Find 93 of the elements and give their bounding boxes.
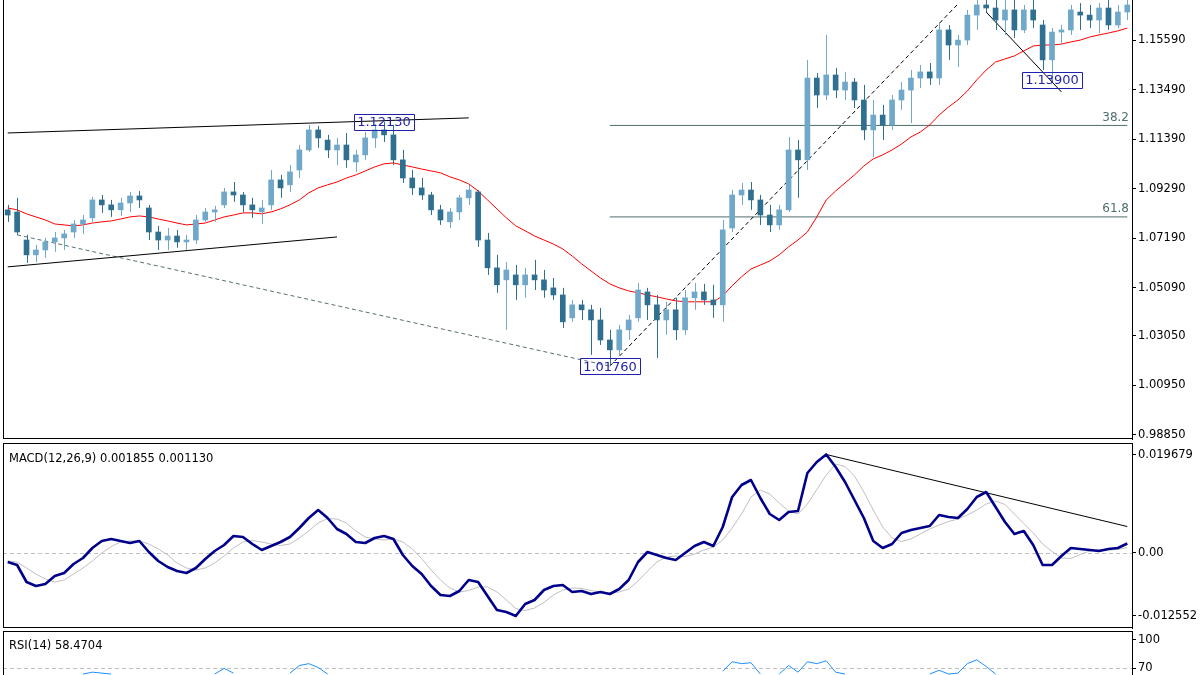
candlestick — [202, 207, 209, 223]
candlestick — [249, 197, 256, 219]
candlestick — [559, 287, 566, 329]
candlestick — [334, 137, 340, 166]
candlestick — [672, 297, 679, 341]
y-tick-label: 0.00 — [1138, 544, 1164, 559]
candlestick — [352, 149, 359, 173]
candlestick — [1068, 4, 1074, 36]
candlestick — [268, 169, 274, 211]
text: RSI(14) 58.4704 — [9, 638, 103, 652]
y-tick-label: -0.012552 — [1138, 607, 1198, 622]
candlestick — [4, 204, 11, 223]
candlestick — [973, 0, 980, 31]
y-tick-label: 1.07190 — [1138, 230, 1186, 245]
candlestick — [400, 149, 406, 184]
y-tick-label: 1.03050 — [1138, 327, 1186, 342]
y-tick-label: 0.98850 — [1138, 426, 1186, 441]
candlestick — [1030, 0, 1037, 29]
candlestick — [926, 62, 933, 86]
candlestick — [870, 99, 877, 158]
candlestick — [127, 191, 133, 213]
candlestick — [541, 269, 547, 299]
candlestick — [512, 264, 519, 301]
y-tick-label: 1.05090 — [1138, 279, 1186, 294]
candlestick — [569, 299, 576, 323]
candlestick — [748, 181, 754, 211]
candlestick — [1124, 0, 1131, 21]
candlestick — [456, 194, 463, 221]
y-tick-label: 1.15590 — [1138, 32, 1186, 47]
candlestick — [889, 94, 895, 131]
candlestick — [315, 125, 322, 149]
series-label: 61.8 — [1102, 201, 1129, 216]
y-tick-label: 100 — [1138, 631, 1160, 646]
candlestick — [795, 139, 801, 199]
candlestick — [362, 131, 369, 161]
y-tick-label: 1.09290 — [1138, 180, 1186, 195]
candlestick — [1115, 4, 1121, 29]
y-tick-label: 1.11390 — [1138, 131, 1186, 146]
candlestick — [701, 283, 707, 306]
candlestick — [221, 187, 227, 209]
candlestick — [654, 294, 660, 359]
candlestick — [108, 199, 115, 218]
candlestick — [719, 219, 726, 323]
candlestick — [61, 229, 67, 251]
candlestick — [447, 207, 453, 229]
candlestick — [663, 301, 670, 336]
y-tick-label: 70 — [1138, 660, 1153, 675]
candlestick — [823, 34, 830, 101]
candlestick — [522, 267, 528, 299]
annotation: 1.01760 — [583, 358, 637, 374]
candlestick — [428, 191, 434, 216]
y-tick-label: 0.019679 — [1138, 446, 1193, 461]
candlestick — [258, 199, 265, 225]
text: MACD(12,26,9) 0.001855 0.001130 — [9, 451, 214, 465]
candlestick — [861, 84, 867, 141]
candlestick — [80, 214, 86, 235]
candlestick — [955, 34, 961, 68]
candlestick — [1002, 0, 1008, 36]
candlestick — [287, 164, 293, 193]
candlestick — [588, 304, 594, 356]
candlestick — [475, 189, 481, 248]
series-label: 38.2 — [1102, 109, 1129, 124]
candlestick — [813, 72, 820, 109]
candlestick — [635, 282, 641, 323]
candlestick — [305, 124, 312, 153]
candlestick — [465, 184, 472, 206]
candlestick — [842, 71, 848, 101]
candlestick — [936, 21, 942, 86]
candlestick — [155, 225, 162, 251]
candlestick — [146, 204, 152, 241]
candlestick — [14, 197, 20, 236]
candlestick — [766, 204, 773, 233]
candlestick — [98, 194, 105, 214]
candlestick — [33, 244, 39, 263]
candlestick — [51, 231, 58, 253]
candlestick — [729, 189, 735, 233]
candlestick — [908, 69, 914, 124]
candlestick — [409, 169, 416, 196]
candlestick — [710, 284, 717, 319]
candlestick — [879, 104, 886, 141]
candlestick — [776, 204, 783, 231]
candlestick — [1020, 4, 1027, 34]
y-tick-label: 1.13490 — [1138, 81, 1186, 96]
candlestick — [174, 229, 180, 249]
candlestick — [616, 324, 623, 356]
candlestick — [494, 254, 500, 294]
candlestick — [682, 289, 688, 336]
candlestick — [193, 214, 199, 245]
y-tick-label: 1.00950 — [1138, 377, 1186, 392]
candlestick — [240, 191, 246, 213]
candlestick — [418, 177, 425, 201]
candlestick — [917, 64, 924, 89]
candlestick — [1096, 2, 1102, 34]
